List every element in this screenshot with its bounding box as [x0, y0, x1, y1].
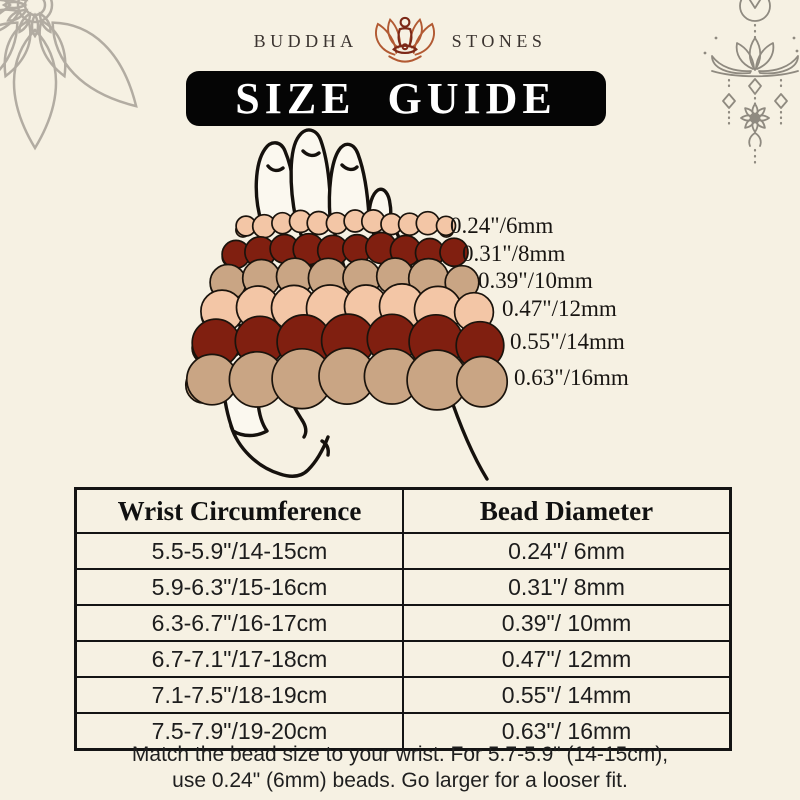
wrist-cell: 6.3-6.7"/16-17cm: [74, 604, 404, 642]
size-table: Wrist Circumference Bead Diameter 5.5-5.…: [74, 487, 732, 751]
brand-name-right: STONES: [451, 31, 547, 51]
bracelet-size-label: 0.31"/8mm: [462, 241, 565, 266]
table-row: 7.5-7.9"/19-20cm 0.63"/ 16mm: [74, 712, 732, 751]
bracelet-size-label: 0.63"/16mm: [514, 365, 629, 390]
bead-cell: 0.31"/ 8mm: [402, 568, 732, 606]
bracelet-size-label: 0.24"/6mm: [450, 213, 553, 238]
bracelet-size-label: 0.55"/14mm: [510, 329, 625, 354]
table-row: 6.7-7.1"/17-18cm 0.47"/ 12mm: [74, 640, 732, 678]
wrist-cell: 7.1-7.5"/18-19cm: [74, 676, 404, 714]
footer-note: Match the bead size to your wrist. For 5…: [0, 742, 800, 794]
wrist-cell: 6.7-7.1"/17-18cm: [74, 640, 404, 678]
wrist-cell: 7.5-7.9"/19-20cm: [74, 712, 404, 751]
bracelet-labels: 0.24"/6mm 0.31"/8mm 0.39"/10mm 0.47"/12m…: [450, 213, 629, 390]
footer-line-1: Match the bead size to your wrist. For 5…: [131, 743, 669, 766]
lotus-meditation-icon: [374, 16, 435, 63]
bead-cell: 0.55"/ 14mm: [402, 676, 732, 714]
table-row: 7.1-7.5"/18-19cm 0.55"/ 14mm: [74, 676, 732, 714]
table-header-row: Wrist Circumference Bead Diameter: [74, 487, 732, 534]
bracelet-bead: [455, 355, 509, 408]
bracelet-beads: [184, 209, 509, 411]
wrist-cell: 5.9-6.3"/15-16cm: [74, 568, 404, 606]
size-guide-banner: SIZE GUIDE: [186, 71, 606, 126]
bracelet-bead: [435, 215, 457, 237]
bracelet-size-label: 0.47"/12mm: [502, 296, 617, 321]
table-row: 5.5-5.9"/14-15cm 0.24"/ 6mm: [74, 532, 732, 570]
bracelet-size-label: 0.39"/10mm: [478, 268, 593, 293]
brand-name-left: BUDDHA: [253, 31, 358, 51]
bead-cell: 0.39"/ 10mm: [402, 604, 732, 642]
wrist-cell: 5.5-5.9"/14-15cm: [74, 532, 404, 570]
table-row: 5.9-6.3"/15-16cm 0.31"/ 8mm: [74, 568, 732, 606]
bracelet-bead: [439, 237, 469, 268]
bead-cell: 0.63"/ 16mm: [402, 712, 732, 751]
bead-cell: 0.47"/ 12mm: [402, 640, 732, 678]
bead-cell: 0.24"/ 6mm: [402, 532, 732, 570]
bracelet-bead: [415, 210, 441, 236]
col-header-bead: Bead Diameter: [402, 487, 732, 534]
footer-line-2: use 0.24" (6mm) beads. Go larger for a l…: [172, 769, 628, 792]
banner-title: SIZE GUIDE: [235, 73, 557, 123]
table-row: 6.3-6.7"/16-17cm 0.39"/ 10mm: [74, 604, 732, 642]
col-header-wrist: Wrist Circumference: [74, 487, 404, 534]
brand-logo: BUDDHA STONES: [0, 10, 800, 66]
